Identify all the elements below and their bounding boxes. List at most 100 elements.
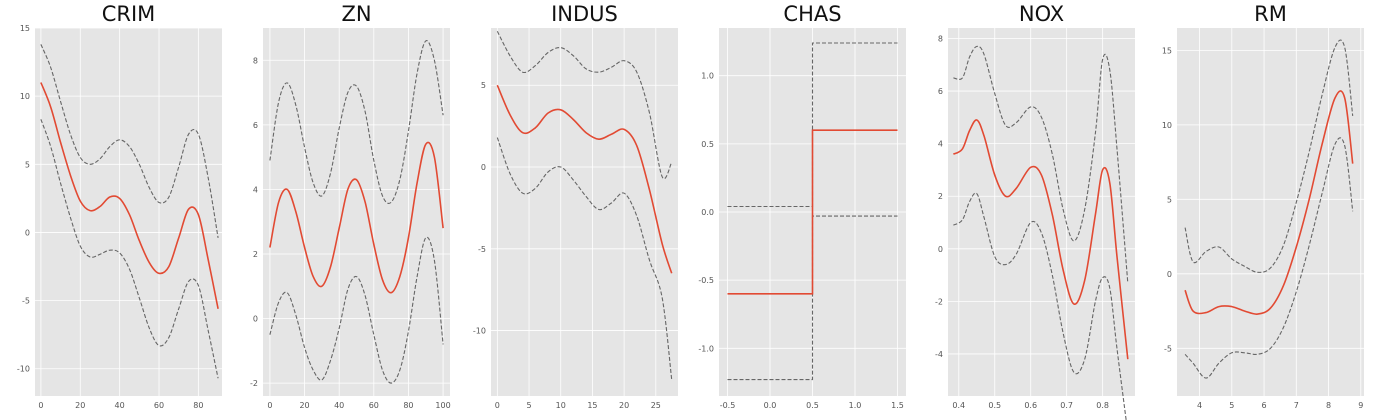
panel-chas: -0.5 0.0 0.5 1.0 1.5 -1.0 -0.5 0.0 0.5 1.0 CHAS [698,2,906,410]
y-tick-label: 8 [253,56,258,65]
x-tick-label: 0.8 [1096,401,1109,410]
y-tick-label: 0 [481,163,486,172]
plot-area [263,28,450,396]
mean-curve [40,82,219,309]
y-tick-label: 0 [25,228,30,237]
y-tick-label: 2 [938,192,943,201]
y-tick-label: -1.0 [698,344,714,353]
panel-title: RM [1254,2,1287,26]
x-tick-label: 1.0 [849,401,862,410]
y-tick-label: 15 [1162,46,1172,55]
y-tick-label: 4 [938,140,943,149]
lower-confidence-curve [40,119,219,379]
x-tick-label: 4 [1197,401,1202,410]
y-tick-label: -10 [17,365,30,374]
x-tick-label: 20 [75,401,85,410]
y-tick-label: 15 [20,24,30,33]
mean-curve [727,129,898,295]
x-tick-label: 0 [495,401,500,410]
y-tick-label: 10 [20,92,30,101]
y-tick-label: 4 [253,185,258,194]
y-tick-label: 5 [25,160,30,169]
x-tick-label: 0.7 [1060,401,1073,410]
x-tick-label: 5 [526,401,531,410]
y-tick-label: 1.0 [701,72,714,81]
panel-title: ZN [341,2,371,26]
panel-indus: 0 5 10 15 20 25 -10 -5 0 5 INDUS [473,2,678,410]
x-tick-label: 0 [267,401,272,410]
x-tick-label: 0.5 [988,401,1001,410]
x-tick-label: 15 [587,401,597,410]
plot-area [491,28,678,396]
y-tick-label: -5 [22,297,30,306]
x-tick-label: 0.5 [806,401,819,410]
x-tick-label: 0 [38,401,43,410]
y-tick-label: 0 [1167,270,1172,279]
panel-title: CHAS [783,2,841,26]
x-tick-label: 60 [154,401,164,410]
y-tick-label: -5 [1164,344,1172,353]
y-tick-label: 5 [1167,195,1172,204]
lower-confidence-curve [269,236,444,384]
x-tick-label: 80 [193,401,203,410]
panel-nox: 0.4 0.5 0.6 0.7 0.8 -4 -2 0 2 4 6 8 NOX [935,2,1135,420]
y-tick-label: 5 [481,81,486,90]
upper-confidence-curve [40,44,219,238]
upper-confidence-curve [1184,39,1354,273]
x-tick-label: 1.5 [891,401,904,410]
mean-curve [1184,90,1354,315]
panel-title: CRIM [102,2,156,26]
lower-confidence-curve [496,137,673,380]
x-tick-label: 80 [403,401,413,410]
x-tick-label: 10 [556,401,566,410]
x-tick-label: 8 [1326,401,1331,410]
plot-area [948,28,1135,396]
y-tick-label: 0.5 [701,140,714,149]
x-tick-label: 20 [299,401,309,410]
y-tick-label: 10 [1162,121,1172,130]
x-tick-label: 20 [619,401,629,410]
x-tick-label: 0.4 [952,401,965,410]
y-tick-label: -0.5 [698,276,714,285]
y-tick-label: 0.0 [701,208,714,217]
x-tick-label: 7 [1294,401,1299,410]
y-tick-label: 0 [938,245,943,254]
y-tick-label: -2 [935,297,943,306]
panel-rm: 4 5 6 7 8 9 -5 0 5 10 15 RM [1162,2,1364,410]
lower-confidence-curve [727,215,898,381]
x-tick-label: 9 [1358,401,1363,410]
y-tick-label: 2 [253,250,258,259]
x-tick-label: 5 [1229,401,1234,410]
upper-confidence-curve [269,40,444,204]
y-tick-label: 6 [253,121,258,130]
upper-confidence-curve [953,45,1129,284]
panel-zn: 0 20 40 60 80 100 -2 0 2 4 6 8 ZN [250,2,451,410]
x-tick-label: 60 [369,401,379,410]
plot-area [1177,28,1364,396]
y-tick-label: -2 [250,379,258,388]
x-tick-label: 6 [1262,401,1267,410]
upper-confidence-curve [496,31,673,180]
x-tick-label: 0.0 [764,401,777,410]
lower-confidence-curve [953,192,1127,420]
y-tick-label: -10 [473,327,486,336]
y-tick-label: -5 [478,245,486,254]
mean-curve [952,119,1129,360]
y-tick-label: 0 [253,315,258,324]
panel-title: INDUS [551,2,618,26]
upper-confidence-curve [727,42,898,208]
x-tick-label: 0.6 [1024,401,1037,410]
x-tick-label: -0.5 [720,401,736,410]
y-tick-label: -4 [935,350,943,359]
lower-confidence-curve [1184,137,1354,379]
mean-curve [269,141,444,294]
panel-crim: 0 20 40 60 80 -10 -5 0 5 10 15 CRIM [17,2,222,410]
y-tick-label: 6 [938,87,943,96]
x-tick-label: 40 [334,401,344,410]
y-tick-label: 8 [938,35,943,44]
panel-title: NOX [1019,2,1064,26]
mean-curve [496,84,673,274]
x-tick-label: 100 [435,401,450,410]
x-tick-label: 40 [115,401,125,410]
